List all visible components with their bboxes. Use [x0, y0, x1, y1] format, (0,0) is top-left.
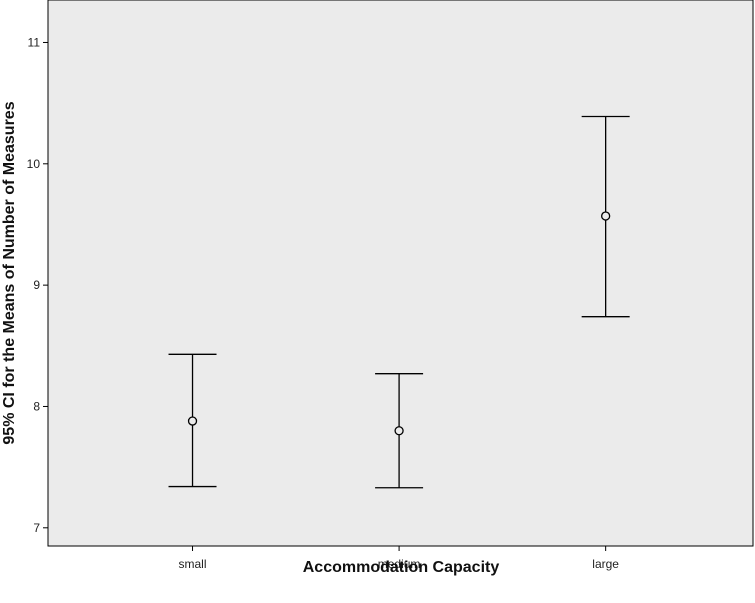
y-tick-label: 9 [33, 278, 40, 292]
mean-marker [394, 426, 404, 436]
mean-marker [187, 416, 198, 426]
x-tick-label: large [592, 557, 619, 571]
y-tick-label: 8 [33, 399, 40, 413]
plot-area [47, 0, 754, 547]
error-bars [168, 115, 630, 489]
x-tick-label: medium [378, 557, 421, 571]
y-tick-label: 11 [28, 35, 41, 49]
x-axis-title: Accommodation Capacity [303, 559, 500, 576]
y-tick-label: 10 [27, 157, 41, 171]
mean-marker [601, 211, 611, 221]
y-axis: 7 8 9 10 11 [27, 35, 48, 535]
x-axis: small medium large [179, 546, 619, 571]
y-tick-label: 7 [33, 521, 40, 535]
y-axis-title: 95% CI for the Means of Number of Measur… [1, 101, 18, 444]
x-tick-label: small [179, 557, 207, 571]
